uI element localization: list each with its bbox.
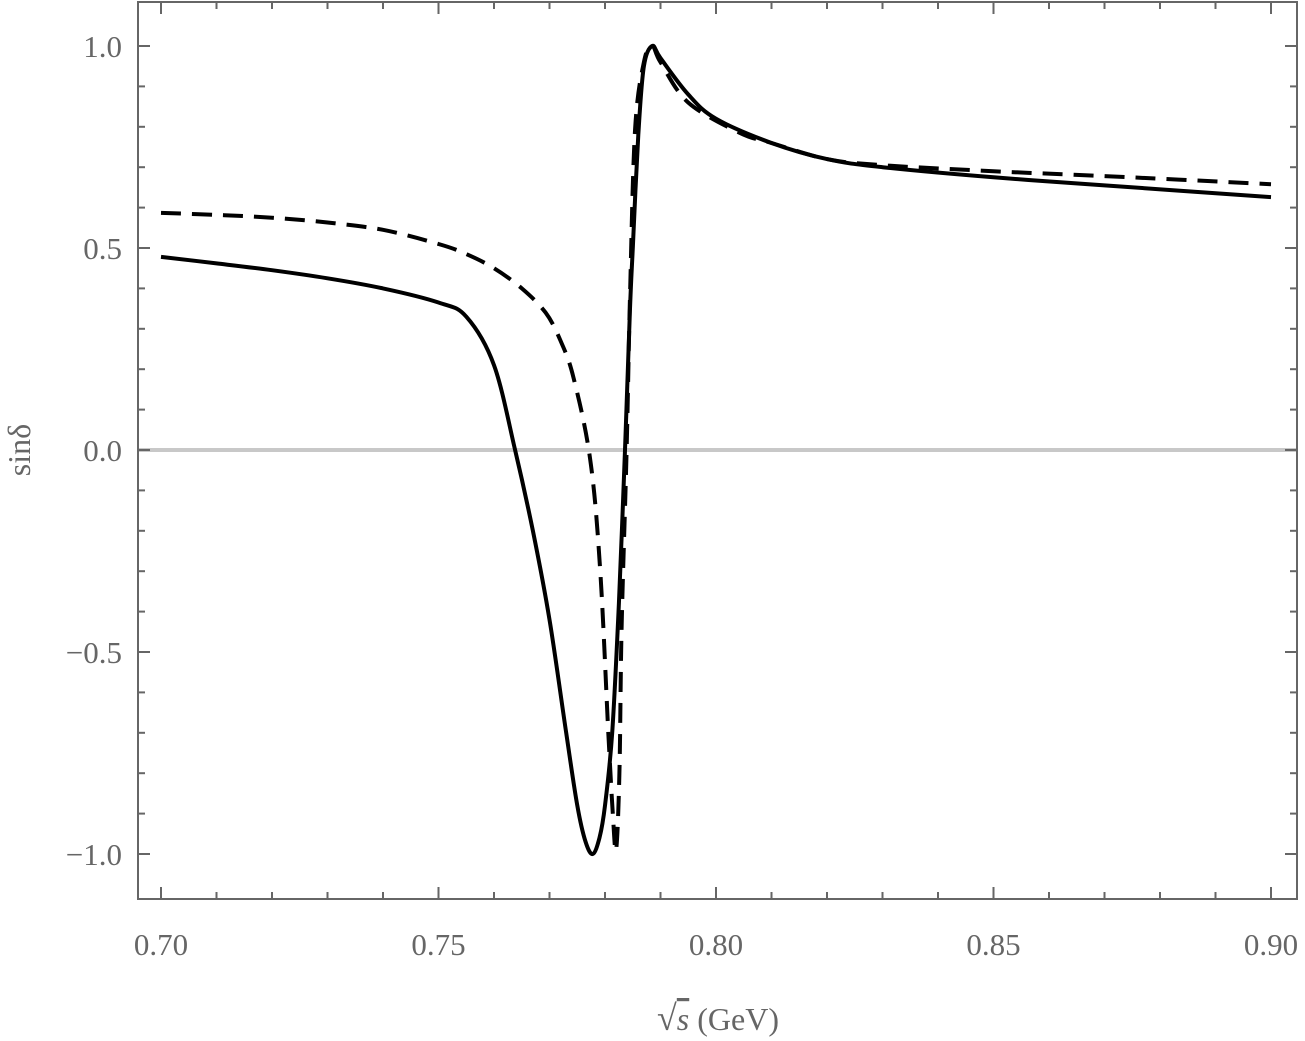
- x-tick-label: 0.80: [689, 927, 743, 962]
- plot-frame: [137, 1, 1298, 900]
- y-tick-label: −0.5: [66, 635, 122, 670]
- series-dashed-line: [160, 44, 1272, 854]
- y-tick-label: 0.0: [83, 433, 122, 468]
- x-tick-label: 0.85: [966, 927, 1020, 962]
- y-tick-label: −1.0: [66, 837, 122, 872]
- x-axis-unit: (GeV): [689, 1001, 779, 1037]
- y-tick-label: 0.5: [83, 231, 122, 266]
- y-tick-label: 1.0: [83, 29, 122, 64]
- sqrt-symbol: √: [657, 998, 677, 1038]
- ticks: [138, 2, 1297, 899]
- x-tick-label: 0.75: [411, 927, 465, 962]
- x-tick-label: 0.70: [134, 927, 188, 962]
- x-axis-variable: s: [677, 1001, 689, 1037]
- x-axis-label: √s (GeV): [657, 998, 779, 1038]
- y-axis-label: sinδ: [1, 424, 37, 476]
- x-tick-label: 0.90: [1244, 927, 1298, 962]
- curves: [160, 43, 1272, 857]
- x-tick-labels: 0.70 0.75 0.80 0.85 0.90: [134, 927, 1298, 962]
- y-tick-labels: −1.0 −0.5 0.0 0.5 1.0: [66, 29, 122, 872]
